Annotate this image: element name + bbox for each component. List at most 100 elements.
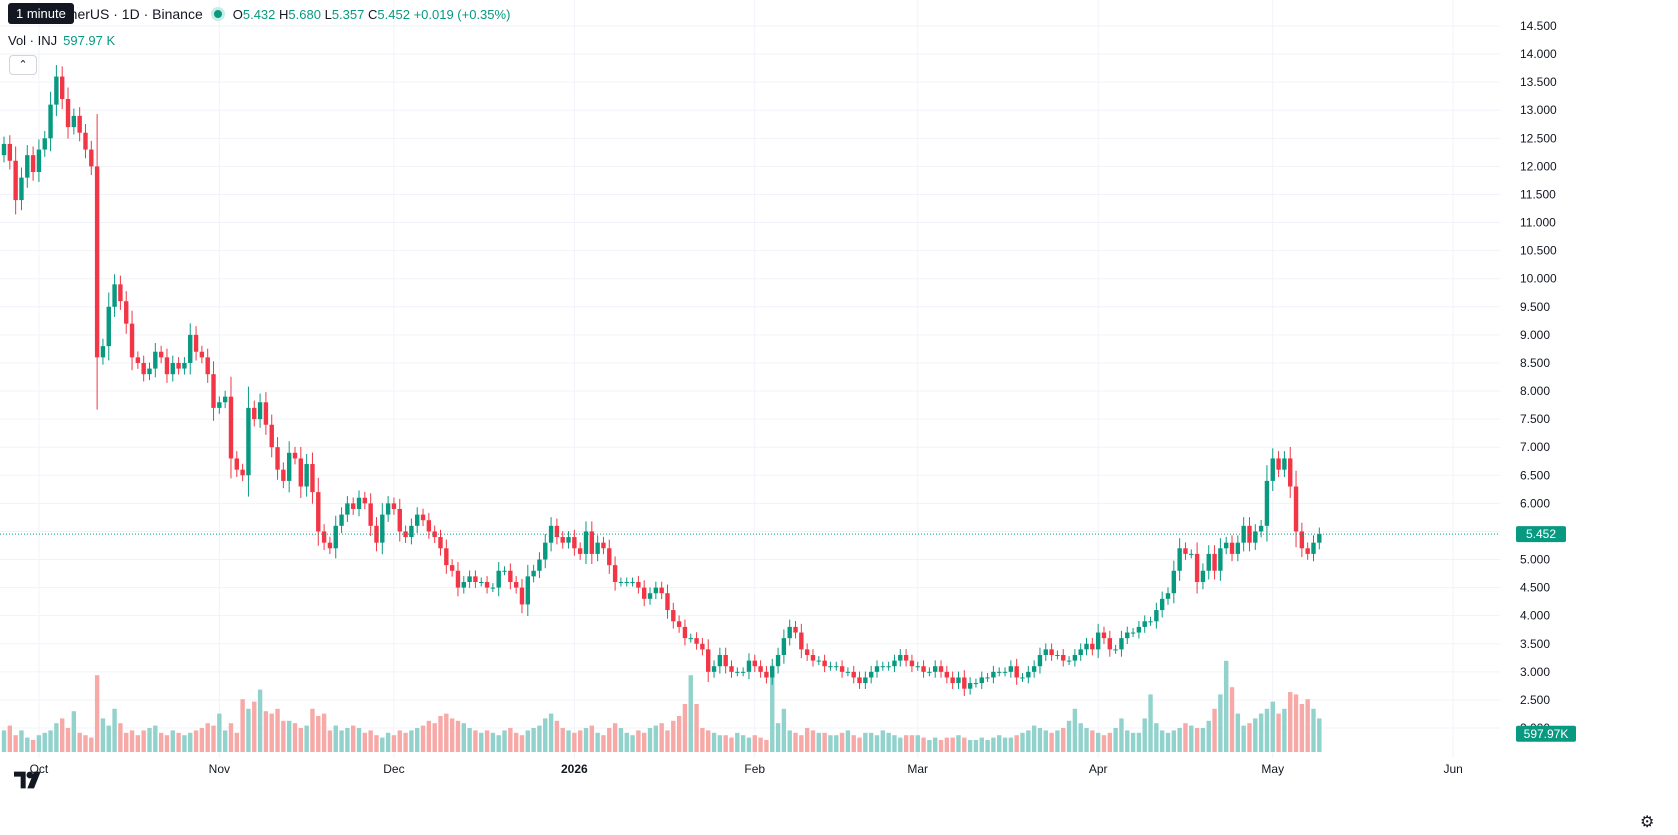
candle-body	[717, 654, 723, 667]
volume-bar	[135, 735, 141, 752]
volume-bar	[746, 737, 752, 752]
candle-body	[432, 531, 437, 538]
volume-bar	[1, 730, 7, 752]
volume-bar	[252, 701, 257, 752]
volume-bar	[1264, 708, 1270, 752]
chevron-up-icon[interactable]: ⌃	[9, 55, 37, 75]
volume-bar	[537, 725, 542, 752]
time-axis[interactable]: Oct Nov Dec 2026 Feb Mar Apr May Jun	[30, 762, 1463, 776]
volume-bar	[1276, 713, 1281, 752]
candle-body	[845, 671, 851, 673]
price-axis[interactable]: 14.500 14.000 13.500 13.000 12.500 12.000 11.5…	[1520, 19, 1557, 735]
candle-body	[158, 351, 164, 358]
candle-body	[1305, 548, 1310, 554]
candle-body	[211, 374, 216, 408]
price-tick-label: 12.000	[1520, 159, 1557, 173]
price-tick-label: 14.500	[1520, 19, 1557, 33]
high-value: 5.680	[288, 6, 321, 22]
volume-bar	[839, 732, 845, 752]
volume-bar	[589, 725, 595, 752]
volume-bar	[508, 728, 513, 752]
candle-body	[944, 671, 950, 678]
volume-bar	[502, 730, 507, 752]
volume-bar	[1154, 723, 1159, 752]
candle-body	[205, 357, 210, 375]
candle-body	[1008, 666, 1014, 672]
volume-bar	[1247, 723, 1252, 752]
candle-body	[519, 587, 525, 605]
candle-body	[13, 160, 18, 201]
volume-bar	[572, 732, 577, 752]
candle-body	[30, 155, 36, 173]
candle-body	[1235, 542, 1241, 554]
volume-bars	[1, 660, 1322, 752]
candle-body	[182, 362, 187, 369]
tradingview-logo-icon[interactable]	[14, 770, 44, 790]
chart-grid	[0, 0, 1500, 758]
candle-body	[967, 683, 973, 689]
price-tick-label: 9.000	[1520, 328, 1550, 342]
volume-bar	[781, 708, 787, 752]
volume-bar	[1101, 735, 1107, 752]
volume-bar	[711, 732, 717, 752]
last-price-badge	[1516, 526, 1566, 543]
candle-body	[135, 357, 141, 363]
volume-bar	[1224, 660, 1229, 752]
volume-bar	[577, 730, 583, 752]
volume-bar	[304, 725, 309, 752]
volume-bar	[292, 723, 298, 752]
last-price-label: 5.452	[1526, 527, 1556, 541]
close-value: 5.452	[377, 6, 410, 22]
low-value: 5.357	[331, 6, 365, 22]
volume-bar	[1002, 737, 1008, 752]
volume-bar	[473, 730, 478, 752]
volume-bar	[723, 735, 728, 752]
volume-bar	[770, 665, 775, 752]
candle-body	[513, 581, 519, 588]
volume-bar	[1119, 718, 1124, 752]
candle-body	[60, 76, 65, 100]
volume-bar	[170, 730, 175, 752]
candle-body	[1224, 542, 1229, 549]
candle-body	[1095, 632, 1101, 650]
candle-body	[1142, 621, 1147, 627]
candle-body	[188, 334, 193, 363]
volume-bar	[1130, 732, 1136, 752]
symbol-title[interactable]: etherUS · 1D · Binance	[58, 6, 203, 22]
candle-body	[1113, 649, 1118, 651]
candle-body	[1293, 486, 1299, 532]
volume-bar	[118, 723, 123, 752]
candle-body	[222, 396, 228, 403]
volume-bar	[1177, 728, 1182, 752]
volume-bar	[1282, 708, 1287, 752]
market-status-icon[interactable]	[210, 7, 225, 21]
candle-body	[1299, 531, 1305, 549]
candle-body	[595, 542, 600, 554]
candle-body	[281, 469, 286, 481]
volume-bar	[1113, 728, 1118, 752]
volume-bar	[717, 735, 723, 752]
volume-bar	[676, 716, 682, 752]
gear-icon[interactable]: ⚙	[1640, 814, 1655, 831]
volume-bar	[1148, 694, 1153, 752]
candle-body	[479, 581, 484, 583]
candle-body	[1055, 654, 1060, 656]
volume-bar	[1037, 728, 1043, 752]
candle-body	[298, 458, 304, 487]
candle-body	[124, 301, 129, 324]
volume-bar	[903, 735, 909, 752]
volume-bar	[525, 730, 530, 752]
candle-body	[1206, 553, 1211, 571]
candle-body	[1101, 632, 1107, 639]
volume-bar	[60, 718, 65, 752]
price-tick-label: 3.500	[1520, 637, 1550, 651]
volume-bar	[199, 728, 205, 752]
candle-body	[391, 503, 397, 509]
price-tick-label: 7.000	[1520, 440, 1550, 454]
candle-body	[176, 362, 181, 369]
candle-body	[915, 666, 920, 668]
volume-bar	[106, 725, 111, 752]
candle-body	[758, 666, 763, 672]
candle-body	[234, 458, 239, 470]
